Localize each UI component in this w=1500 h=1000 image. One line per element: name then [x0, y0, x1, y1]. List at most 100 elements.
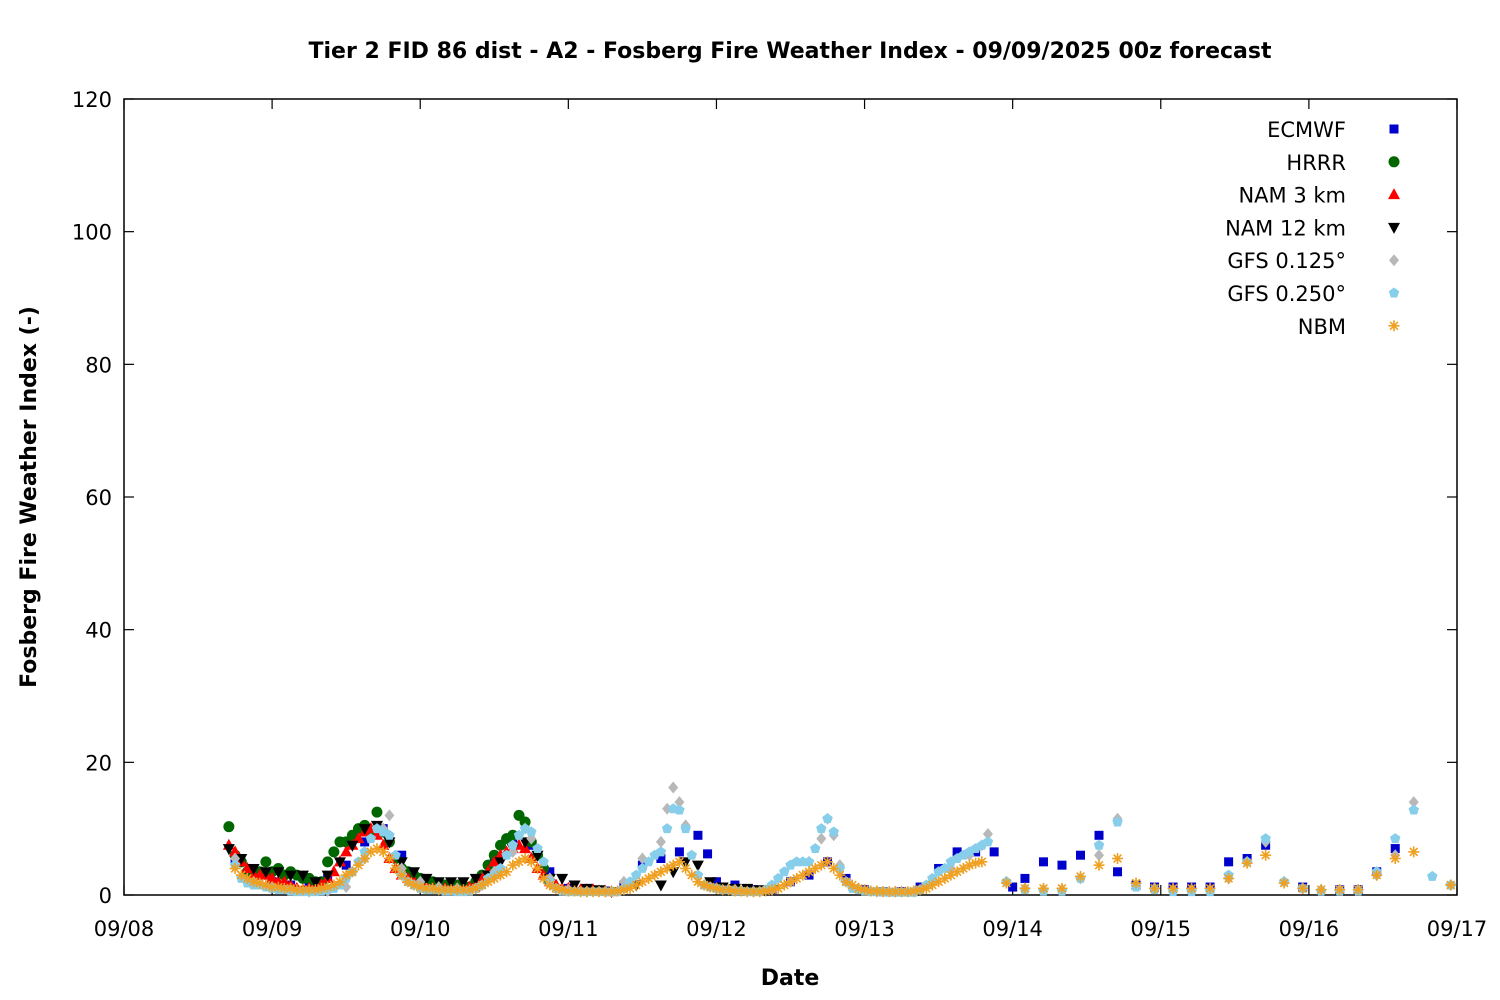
data-point — [834, 869, 846, 881]
data-point — [420, 873, 433, 885]
data-point — [259, 867, 272, 879]
data-point — [711, 877, 721, 887]
data-point — [340, 845, 353, 857]
data-point — [1241, 857, 1253, 869]
data-point — [532, 843, 543, 854]
data-point — [272, 867, 285, 879]
data-point — [674, 796, 685, 809]
data-point — [989, 847, 999, 857]
data-point — [408, 867, 421, 879]
x-tick-label: 09/13 — [834, 917, 895, 941]
data-point — [1224, 857, 1234, 867]
data-point — [693, 830, 703, 840]
data-point — [674, 847, 684, 857]
data-point — [526, 826, 537, 837]
data-point — [976, 856, 988, 868]
data-point — [630, 869, 642, 880]
data-point — [495, 862, 506, 873]
data-point — [1112, 853, 1124, 865]
data-point — [494, 857, 507, 869]
y-axis-ticks: 0 20 40 60 80 100 120 — [72, 88, 1457, 908]
data-point — [1260, 849, 1272, 861]
data-point — [397, 850, 407, 860]
data-point — [384, 829, 395, 840]
data-point — [322, 856, 334, 868]
data-point — [365, 833, 377, 844]
data-point — [680, 823, 691, 834]
data-point — [655, 835, 666, 848]
data-point — [371, 806, 383, 818]
data-point — [1057, 860, 1067, 870]
data-point — [667, 867, 680, 879]
data-point — [654, 880, 667, 892]
x-tick-label: 09/12 — [686, 917, 747, 941]
data-point — [1019, 882, 1031, 894]
data-point — [1223, 872, 1235, 884]
data-point — [779, 866, 790, 877]
data-point — [1113, 867, 1123, 877]
data-points — [222, 781, 1457, 899]
legend-label: NBM — [1298, 315, 1346, 339]
data-point — [341, 860, 351, 870]
legend: ECMWF HRRR NAM 3 km NAM 12 km GFS 0.125° GFS … — [1225, 118, 1400, 339]
legend-label: NAM 3 km — [1238, 184, 1346, 208]
data-point — [333, 857, 346, 869]
data-point — [982, 836, 994, 847]
data-point — [519, 816, 531, 828]
data-point — [1334, 884, 1346, 896]
data-point — [1056, 882, 1068, 894]
data-point — [1094, 849, 1105, 862]
data-point — [507, 839, 519, 850]
data-point — [927, 872, 938, 883]
legend-marker — [1388, 287, 1400, 298]
data-point — [1390, 844, 1400, 854]
legend-label: GFS 0.250° — [1227, 282, 1346, 306]
data-point — [545, 867, 555, 877]
data-point — [1149, 882, 1161, 894]
data-point — [383, 837, 396, 849]
data-point — [1167, 882, 1179, 894]
data-point — [538, 856, 549, 867]
legend-marker — [1388, 320, 1400, 332]
legend-marker — [1388, 188, 1400, 200]
legend-label: ECMWF — [1267, 118, 1346, 142]
data-point — [1315, 884, 1327, 896]
legend-marker — [1388, 156, 1400, 168]
legend-marker — [1389, 254, 1399, 267]
data-point — [1186, 882, 1198, 894]
data-point — [1094, 830, 1104, 840]
data-point — [1445, 879, 1457, 891]
data-point — [501, 849, 512, 860]
data-point — [1093, 859, 1105, 871]
data-point — [1112, 816, 1123, 827]
data-point — [1130, 877, 1142, 889]
data-point — [1297, 882, 1309, 894]
data-point — [488, 855, 501, 867]
data-point — [674, 804, 685, 815]
data-point — [358, 824, 371, 836]
data-point — [982, 827, 993, 840]
data-point — [346, 840, 359, 852]
data-point — [222, 844, 235, 856]
data-point — [390, 849, 401, 860]
data-point — [828, 826, 839, 837]
x-axis-label: Date — [761, 966, 820, 991]
x-tick-label: 09/11 — [538, 917, 599, 941]
legend-marker — [1388, 222, 1400, 234]
data-point — [464, 884, 476, 896]
data-point — [1352, 884, 1364, 896]
data-point — [679, 857, 692, 869]
data-point — [1000, 877, 1012, 889]
data-point — [803, 856, 815, 867]
y-tick-label: 80 — [85, 353, 112, 377]
data-point — [229, 845, 242, 857]
data-point — [822, 813, 833, 824]
y-tick-label: 40 — [85, 619, 112, 643]
data-point — [352, 832, 365, 844]
y-tick-label: 20 — [85, 751, 112, 775]
x-tick-label: 09/15 — [1131, 917, 1192, 941]
data-point — [457, 877, 470, 889]
data-point — [384, 809, 395, 822]
